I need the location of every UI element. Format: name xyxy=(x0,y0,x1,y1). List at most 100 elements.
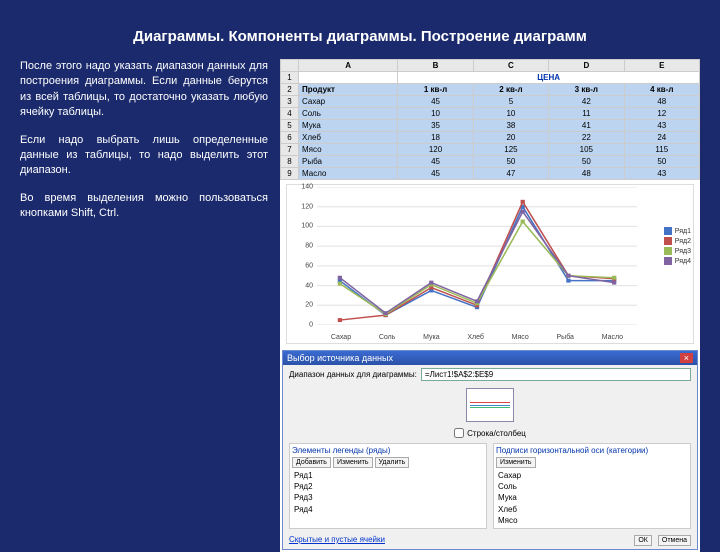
legend-item: Ряд3 xyxy=(664,247,691,255)
cell: 22 xyxy=(549,132,624,144)
cell: 45 xyxy=(398,96,473,108)
dialog-title-text: Выбор источника данных xyxy=(287,353,393,363)
list-item[interactable]: Ряд2 xyxy=(294,481,484,492)
cell: 35 xyxy=(398,120,473,132)
x-tick: Мука xyxy=(423,334,440,341)
list-item[interactable]: Мясо xyxy=(498,515,688,526)
chart-legend: Ряд1 Ряд2 Ряд3 Ряд4 xyxy=(664,225,691,267)
y-tick: 60 xyxy=(305,262,313,269)
cell: 38 xyxy=(473,120,548,132)
edit-cat-button[interactable]: Изменить xyxy=(496,457,536,468)
cell: Хлеб xyxy=(299,132,398,144)
ok-button[interactable]: ОК xyxy=(634,535,652,546)
col-d: D xyxy=(549,60,624,72)
row-header: 8 xyxy=(281,156,299,168)
series-list: Ряд1Ряд2Ряд3Ряд4 xyxy=(292,470,484,515)
row-1: 1 xyxy=(281,72,299,84)
table-row: 3Сахар4554248 xyxy=(281,96,700,108)
cell: 45 xyxy=(398,168,473,180)
cell: 41 xyxy=(549,120,624,132)
col-a: A xyxy=(299,60,398,72)
cell: 11 xyxy=(549,108,624,120)
hdr-q2: 2 кв-л xyxy=(473,84,548,96)
y-tick: 120 xyxy=(301,203,313,210)
cell: Соль xyxy=(299,108,398,120)
cell: 125 xyxy=(473,144,548,156)
legend-swatch xyxy=(664,237,672,245)
hidden-cells-link[interactable]: Скрытые и пустые ячейки xyxy=(289,535,385,546)
categories-list: СахарСольМукаХлебМясо xyxy=(496,470,688,526)
delete-button[interactable]: Удалить xyxy=(375,457,410,468)
chart-svg xyxy=(317,187,637,325)
cell: 10 xyxy=(473,108,548,120)
legend-item: Ряд4 xyxy=(664,257,691,265)
body-text: После этого надо указать диапазон данных… xyxy=(20,59,280,552)
row-header: 3 xyxy=(281,96,299,108)
x-tick: Масло xyxy=(602,334,623,341)
list-item[interactable]: Мука xyxy=(498,492,688,503)
legend-item: Ряд1 xyxy=(664,227,691,235)
x-tick: Соль xyxy=(379,334,396,341)
col-c: C xyxy=(473,60,548,72)
row-header: 5 xyxy=(281,120,299,132)
paragraph-2: Если надо выбрать лишь определенные данн… xyxy=(20,133,268,179)
legend-label: Ряд2 xyxy=(675,238,691,245)
y-tick: 20 xyxy=(305,302,313,309)
x-tick: Рыба xyxy=(557,334,574,341)
price-header: ЦЕНА xyxy=(398,72,700,84)
add-button[interactable]: Добавить xyxy=(292,457,331,468)
legend-label: Ряд3 xyxy=(675,248,691,255)
y-tick: 0 xyxy=(309,322,313,329)
x-tick: Сахар xyxy=(331,334,351,341)
list-item[interactable]: Ряд4 xyxy=(294,504,484,515)
list-item[interactable]: Сахар xyxy=(498,470,688,481)
list-item[interactable]: Ряд1 xyxy=(294,470,484,481)
cell: 5 xyxy=(473,96,548,108)
close-icon[interactable]: × xyxy=(680,353,693,363)
cell: 20 xyxy=(473,132,548,144)
screenshot-panel: A B C D E 1 ЦЕНА 2 Продукт 1 кв-л 2 кв-л… xyxy=(280,59,700,552)
list-item[interactable]: Хлеб xyxy=(498,504,688,515)
cell: 47 xyxy=(473,168,548,180)
line-chart: 020406080100120140 СахарСольМукаХлебМясо… xyxy=(286,184,694,344)
legend-swatch xyxy=(664,247,672,255)
x-tick: Хлеб xyxy=(467,334,484,341)
series-header: Элементы легенды (ряды) xyxy=(292,446,484,455)
corner-cell xyxy=(281,60,299,72)
swap-label: Строка/столбец xyxy=(467,429,526,438)
series-panel: Элементы легенды (ряды) Добавить Изменит… xyxy=(289,443,487,529)
hdr-q3: 3 кв-л xyxy=(549,84,624,96)
legend-label: Ряд4 xyxy=(675,258,691,265)
cell: 43 xyxy=(624,120,699,132)
y-tick: 140 xyxy=(301,184,313,191)
edit-button[interactable]: Изменить xyxy=(333,457,373,468)
categories-panel: Подписи горизонтальной оси (категории) И… xyxy=(493,443,691,529)
cell-a1 xyxy=(299,72,398,84)
hdr-q4: 4 кв-л xyxy=(624,84,699,96)
cell: 12 xyxy=(624,108,699,120)
cell: Мясо xyxy=(299,144,398,156)
list-item[interactable]: Ряд3 xyxy=(294,492,484,503)
cell: Мука xyxy=(299,120,398,132)
row-2: 2 xyxy=(281,84,299,96)
swap-checkbox[interactable] xyxy=(454,428,464,438)
cell: 50 xyxy=(624,156,699,168)
cell: 43 xyxy=(624,168,699,180)
cell: 10 xyxy=(398,108,473,120)
table-row: 7Мясо120125105115 xyxy=(281,144,700,156)
table-row: 8Рыба45505050 xyxy=(281,156,700,168)
list-item[interactable]: Соль xyxy=(498,481,688,492)
spreadsheet: A B C D E 1 ЦЕНА 2 Продукт 1 кв-л 2 кв-л… xyxy=(280,59,700,180)
row-header: 9 xyxy=(281,168,299,180)
cell: 48 xyxy=(549,168,624,180)
table-row: 5Мука35384143 xyxy=(281,120,700,132)
cancel-button[interactable]: Отмена xyxy=(658,535,691,546)
cell: 48 xyxy=(624,96,699,108)
cell: 120 xyxy=(398,144,473,156)
chart-preview-thumb xyxy=(466,388,514,422)
legend-swatch xyxy=(664,227,672,235)
cell: Масло xyxy=(299,168,398,180)
row-header: 7 xyxy=(281,144,299,156)
cell: Сахар xyxy=(299,96,398,108)
range-input[interactable]: =Лист1!$A$2:$E$9 xyxy=(421,368,691,381)
